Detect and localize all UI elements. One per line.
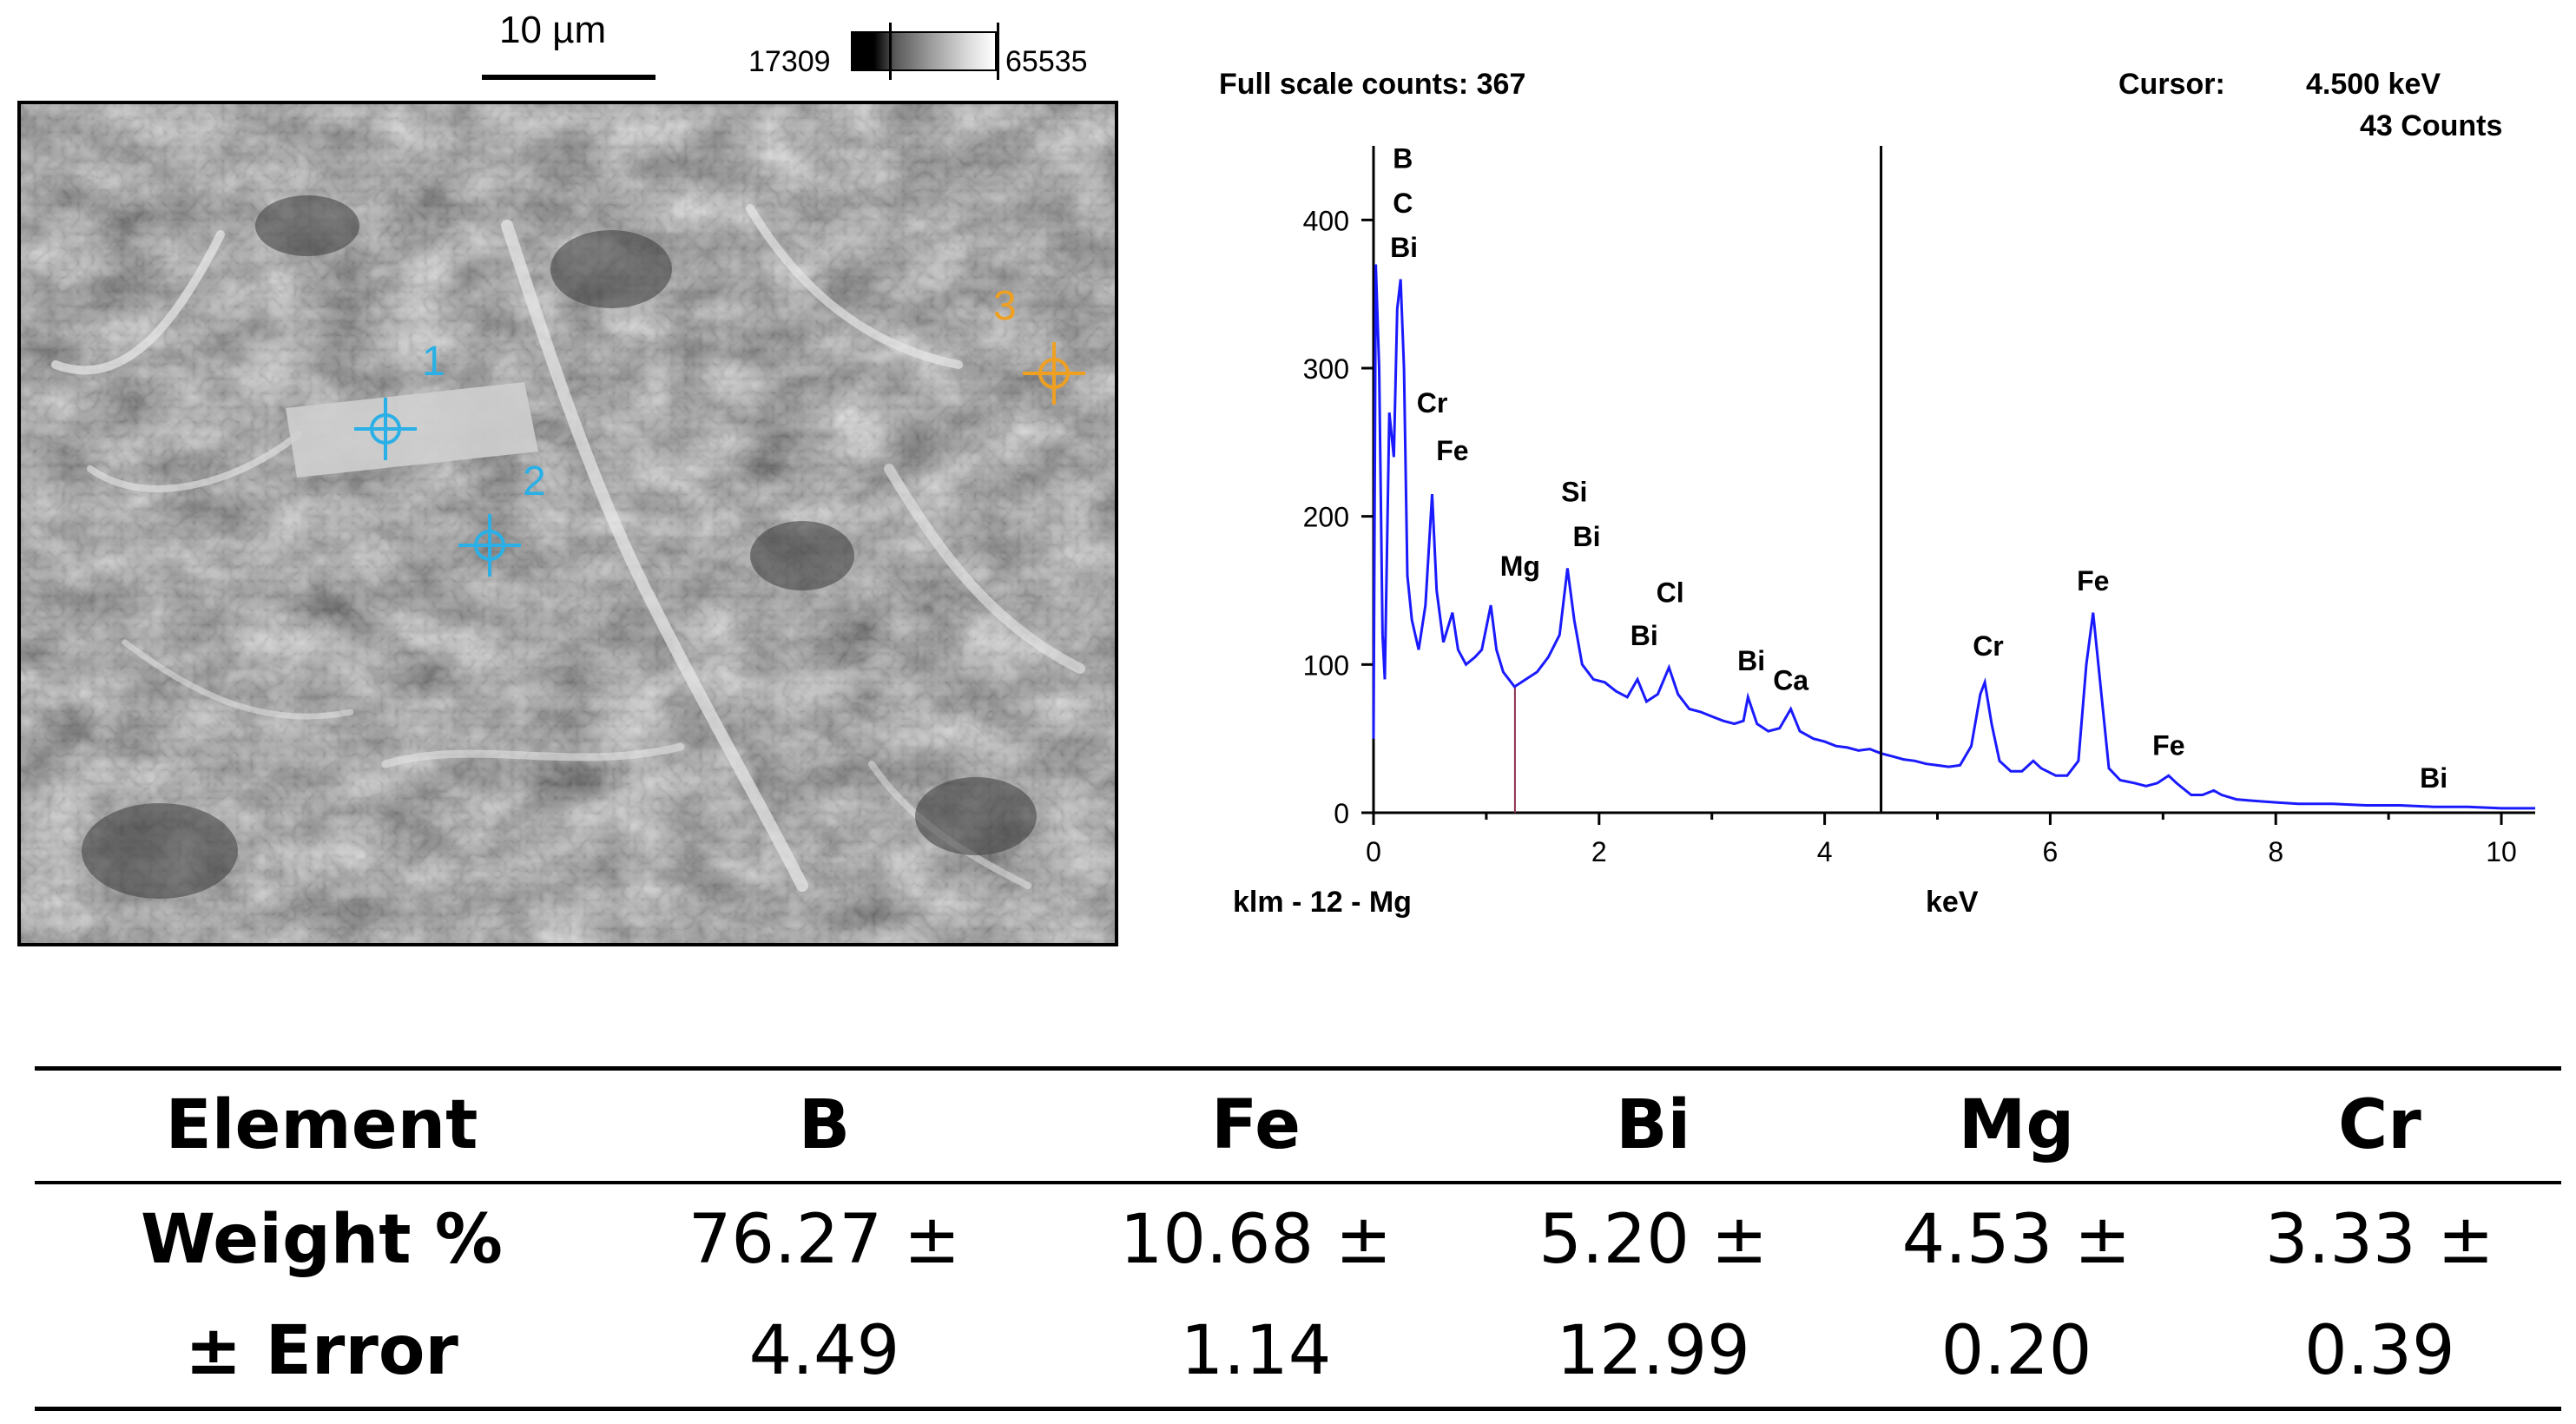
peak-label: Fe	[2077, 565, 2109, 597]
error-bi: 12.99	[1556, 1312, 1750, 1390]
chart-axes: 0 100 200 300 400 0 2 4 6 8 10	[1303, 146, 2535, 867]
cursor-kev: 4.500 keV	[2306, 68, 2441, 101]
peak-label: Bi	[1573, 521, 1601, 552]
composition-table: Element B Fe Bi Mg Cr Weight % 76.27 ± 1…	[35, 1070, 2561, 1407]
x-tick-label: 6	[2043, 836, 2059, 867]
peak-label: C	[1393, 188, 1413, 219]
spectrum-line	[1372, 264, 2535, 810]
scale-bar	[482, 75, 656, 80]
peak-label: Bi	[1390, 232, 1418, 263]
table-top-rule	[35, 1066, 2561, 1071]
peak-label: Fe	[1436, 435, 1468, 466]
error-mg: 0.20	[1940, 1312, 2092, 1390]
x-tick-label: 4	[1817, 836, 1833, 867]
color-scale-marker-high	[997, 23, 999, 80]
sem-panel: 10 µm 17309 65535	[0, 0, 1129, 955]
y-tick-label: 300	[1303, 353, 1349, 385]
marker-1-label: 1	[422, 339, 445, 385]
cursor-label: Cursor:	[2118, 68, 2225, 101]
x-tick-label: 0	[1366, 836, 1381, 867]
header-bi: Bi	[1472, 1070, 1835, 1184]
weight-fe: 10.68 ±	[1119, 1201, 1393, 1279]
color-scale-marker-low	[889, 23, 892, 80]
marker-2: 2	[458, 458, 546, 577]
full-scale-counts: Full scale counts: 367	[1219, 68, 1526, 101]
sample-label: klm - 12 - Mg	[1233, 886, 1412, 919]
weight-mg: 4.53 ±	[1901, 1201, 2131, 1279]
header-cr: Cr	[2197, 1070, 2561, 1184]
table-row: ± Error 4.49 1.14 12.99 0.20 0.39	[35, 1295, 2561, 1407]
x-tick-label: 2	[1591, 836, 1607, 867]
marker-1: 1	[354, 339, 445, 460]
color-scale-min: 17309	[748, 45, 831, 78]
weight-b: 76.27 ±	[688, 1201, 961, 1279]
table-row: Weight % 76.27 ± 10.68 ± 5.20 ± 4.53 ± 3…	[35, 1183, 2561, 1295]
peak-label: Ca	[1773, 664, 1808, 696]
peak-label: Fe	[2152, 729, 2184, 761]
table-bottom-rule	[35, 1407, 2561, 1411]
header-b: B	[608, 1070, 1040, 1184]
y-tick-label: 0	[1334, 798, 1349, 829]
peak-label: Bi	[1737, 645, 1765, 676]
row-label-error: ± Error	[185, 1312, 458, 1390]
weight-bi: 5.20 ±	[1538, 1201, 1769, 1279]
cursor-counts: 43 Counts	[2360, 109, 2503, 142]
marker-3-label: 3	[993, 283, 1017, 329]
peak-label: Si	[1561, 477, 1587, 508]
peak-label: B	[1393, 143, 1413, 175]
weight-cr: 3.33 ±	[2264, 1201, 2494, 1279]
grain-edges	[51, 204, 1085, 892]
sem-micrograph: 1 2 3	[17, 101, 1118, 946]
y-tick-label: 400	[1303, 205, 1349, 236]
header-fe: Fe	[1039, 1070, 1472, 1184]
peak-label: Bi	[2420, 762, 2448, 794]
error-b: 4.49	[748, 1312, 900, 1390]
x-axis-unit: keV	[1926, 886, 1979, 919]
color-scale-bar	[851, 31, 997, 71]
row-label-weight: Weight %	[141, 1201, 503, 1279]
peak-label: Bi	[1631, 620, 1658, 651]
marker-3: 3	[993, 283, 1085, 405]
error-cr: 0.39	[2303, 1312, 2455, 1390]
header-element: Element	[35, 1070, 609, 1184]
peak-label: Cr	[1973, 630, 2004, 662]
x-tick-label: 8	[2268, 836, 2283, 867]
y-tick-label: 200	[1303, 502, 1349, 533]
dark-pits	[82, 195, 1037, 899]
peak-label: Cl	[1657, 577, 1684, 609]
table-header-row: Element B Fe Bi Mg Cr	[35, 1070, 2561, 1184]
error-fe: 1.14	[1180, 1312, 1332, 1390]
scale-bar-label: 10 µm	[499, 9, 607, 51]
sem-texture: 1 2 3	[21, 104, 1115, 943]
peak-labels: BC Bi Cr Fe Mg Si Bi Cl Bi Bi Ca Cr Fe Fe Bi	[1390, 143, 2448, 794]
peak-label: Cr	[1417, 387, 1448, 419]
y-tick-label: 100	[1303, 649, 1349, 681]
peak-label: Mg	[1500, 550, 1540, 582]
header-mg: Mg	[1835, 1070, 2198, 1184]
color-scale-max: 65535	[1005, 45, 1088, 78]
marker-2-label: 2	[523, 458, 546, 504]
x-tick-label: 10	[2486, 836, 2517, 867]
